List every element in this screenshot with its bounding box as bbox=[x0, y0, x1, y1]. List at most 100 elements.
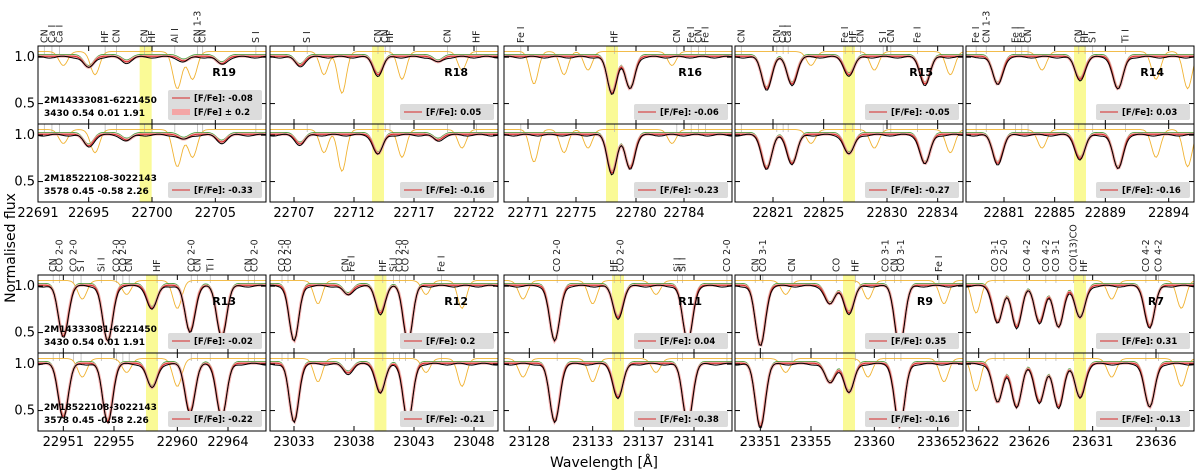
line-label: Fe I bbox=[347, 255, 358, 272]
line-label: HF bbox=[1080, 30, 1091, 43]
y-tick-label: 1.0 bbox=[14, 50, 35, 65]
x-tick-label: 22889 bbox=[1085, 206, 1126, 221]
star-id: 2M18522108-3022143 bbox=[44, 174, 157, 184]
line-label: Fe I bbox=[437, 255, 448, 272]
y-tick-label: 1.0 bbox=[14, 279, 35, 294]
line-label: CN bbox=[112, 29, 123, 43]
x-tick-label: 23137 bbox=[623, 435, 664, 450]
observed-spectrum bbox=[37, 55, 267, 68]
panel-frame bbox=[37, 352, 267, 432]
line-label: Ca I bbox=[55, 25, 66, 43]
region-label: R19 bbox=[212, 66, 236, 79]
legend-box bbox=[865, 411, 959, 427]
y-tick-label: 1.0 bbox=[14, 128, 35, 143]
hf-highlight bbox=[146, 275, 158, 353]
line-label: CN bbox=[750, 258, 761, 272]
x-tick-label: 22712 bbox=[333, 206, 374, 221]
line-label: S I bbox=[878, 31, 889, 43]
x-tick-label: 22771 bbox=[507, 206, 548, 221]
x-tick-label: 23038 bbox=[333, 435, 374, 450]
line-label: HF bbox=[147, 30, 158, 43]
x-tick-label: 23128 bbox=[509, 435, 550, 450]
legend-ratio: [F/Fe]: -0.16 bbox=[426, 186, 485, 196]
region-label: R14 bbox=[1140, 66, 1164, 79]
line-label: CN bbox=[855, 29, 866, 43]
star-id: 2M18522108-3022143 bbox=[44, 403, 157, 413]
legend-box bbox=[634, 333, 728, 349]
hf-highlight bbox=[372, 124, 384, 202]
line-label: S I bbox=[76, 260, 87, 272]
line-label: CN bbox=[886, 29, 897, 43]
line-label: CO 2-0 bbox=[552, 239, 563, 272]
line-label: CN bbox=[373, 29, 384, 43]
legend-ratio: [F/Fe]: -0.16 bbox=[1122, 186, 1181, 196]
line-label: Fe I bbox=[934, 255, 945, 272]
legend-ratio: [F/Fe]: -0.08 bbox=[194, 94, 253, 104]
line-label: Si I bbox=[678, 258, 689, 273]
legend-box bbox=[400, 333, 494, 349]
hf-highlight bbox=[139, 46, 152, 124]
line-label: CN bbox=[198, 29, 209, 43]
telluric-spectrum bbox=[504, 280, 732, 304]
line-label: CO 2-0 bbox=[250, 239, 261, 272]
y-axis-label: Normalised flux bbox=[3, 193, 19, 303]
line-label: CO 4-2 bbox=[1141, 239, 1152, 272]
star-params: 3578 0.45 -0.58 2.26 bbox=[44, 416, 149, 426]
x-axis-label: Wavelength [Å] bbox=[550, 454, 658, 471]
observed-spectrum bbox=[734, 55, 964, 91]
star-id: 2M14333081-6221450 bbox=[44, 325, 157, 335]
line-label: CO 4-2 bbox=[1022, 239, 1033, 272]
legend-box bbox=[865, 333, 959, 349]
line-label: CO 3-1 bbox=[896, 239, 907, 272]
x-tick-label: 23033 bbox=[273, 435, 314, 450]
observed-spectrum bbox=[269, 284, 499, 344]
line-label: CO 2-0 bbox=[55, 239, 66, 272]
line-label: Ca I bbox=[778, 25, 789, 43]
y-tick-label: 0.5 bbox=[14, 97, 35, 112]
line-label: HF bbox=[152, 259, 163, 272]
observed-spectrum bbox=[269, 133, 499, 155]
line-label: CN bbox=[48, 258, 59, 272]
x-tick-label: 23360 bbox=[854, 435, 895, 450]
line-label: CN bbox=[1023, 29, 1034, 43]
x-tick-label: 22780 bbox=[615, 206, 656, 221]
line-label: CN bbox=[1074, 29, 1085, 43]
legend-ratio: [F/Fe]: -0.06 bbox=[660, 108, 719, 118]
line-label: Fe I bbox=[516, 26, 527, 43]
line-label: CO 3-1 bbox=[1051, 239, 1062, 272]
telluric-spectrum bbox=[735, 358, 963, 383]
observed-spectrum bbox=[503, 284, 733, 343]
hf-highlight bbox=[843, 46, 855, 124]
x-tick-label: 23351 bbox=[740, 435, 781, 450]
panel-grid: 1.0 0.5 R19 [F/Fe]: -0.08 [F/Fe] ± 0.2 2M1433… bbox=[14, 11, 1195, 450]
line-label: CO 3-1 bbox=[990, 239, 1001, 272]
line-label: Al I bbox=[170, 28, 181, 43]
hf-highlight bbox=[372, 46, 384, 124]
x-tick-label: 22964 bbox=[207, 435, 248, 450]
legend-ratio: [F/Fe]: -0.23 bbox=[660, 186, 719, 196]
legend-ratio: [F/Fe]: 0.05 bbox=[426, 108, 481, 118]
line-label: Fe I bbox=[1010, 26, 1021, 43]
line-label: CO 2-0 bbox=[401, 239, 412, 272]
line-label: CO 3-1 bbox=[881, 239, 892, 272]
panel-r7-bottom: 23622 23626 23631 23636 [F/Fe]: -0.13 bbox=[958, 352, 1195, 450]
legend-ratio: [F/Fe]: -0.02 bbox=[194, 337, 253, 347]
telluric-spectrum bbox=[270, 51, 498, 95]
panel-r14-bottom: 22881 22885 22889 22894 [F/Fe]: -0.16 bbox=[965, 123, 1195, 221]
hf-highlight bbox=[612, 353, 624, 431]
line-label: CN bbox=[736, 29, 747, 43]
x-tick-label: 23631 bbox=[1072, 435, 1113, 450]
line-label: Fe I bbox=[686, 26, 697, 43]
x-tick-label: 23636 bbox=[1135, 435, 1176, 450]
x-tick-label: 22881 bbox=[983, 206, 1024, 221]
region-label: R11 bbox=[678, 295, 702, 308]
observed-spectrum bbox=[37, 284, 267, 342]
hf-highlight bbox=[1074, 353, 1086, 431]
region-label: R12 bbox=[444, 295, 468, 308]
best-fit-spectrum bbox=[735, 284, 963, 347]
legend-ratio: [F/Fe]: -0.33 bbox=[194, 186, 253, 196]
x-tick-label: 22707 bbox=[273, 206, 314, 221]
line-label: CN bbox=[890, 258, 901, 272]
